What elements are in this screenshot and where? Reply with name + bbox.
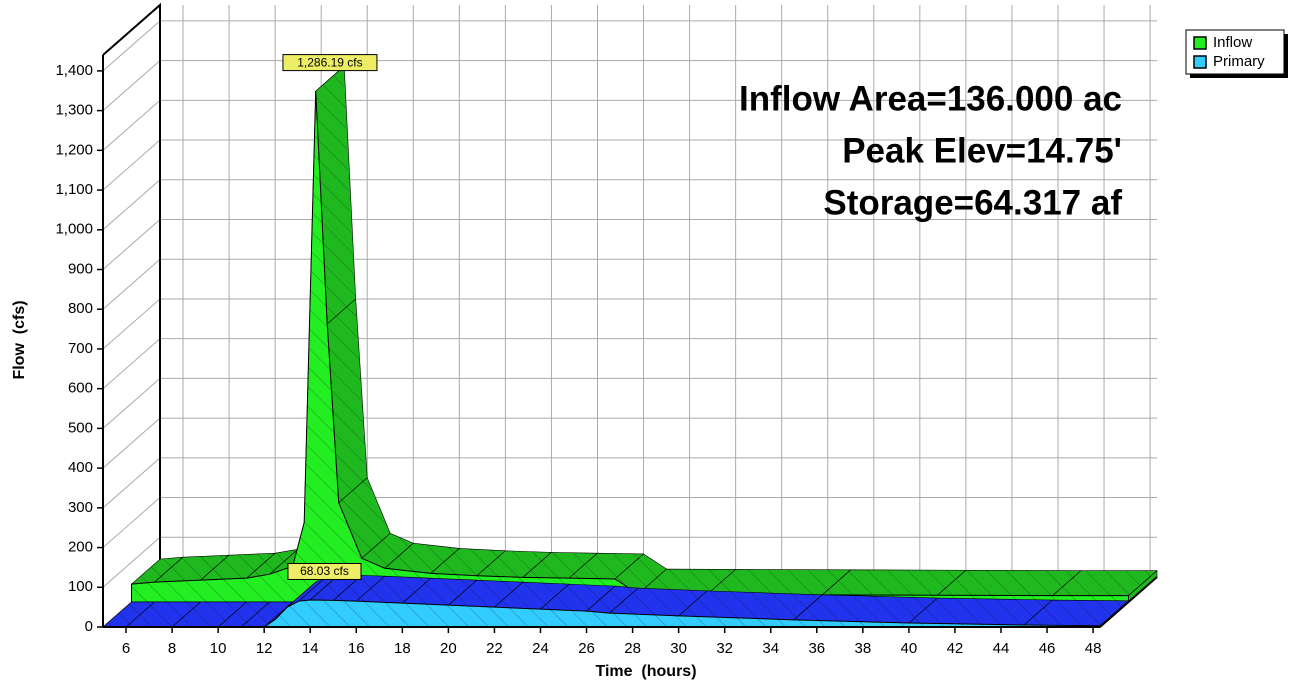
x-tick-label: 26 (578, 640, 595, 657)
x-axis-label: Time (hours) (595, 663, 696, 680)
top-hatch (246, 549, 299, 579)
top-hatch (568, 553, 644, 579)
top-hatch (384, 543, 460, 574)
area-hatch (103, 599, 1100, 627)
y-tick-label: 200 (68, 539, 93, 556)
y-tick-label: 900 (68, 260, 93, 277)
top-hatch (172, 602, 247, 627)
top-hatch (327, 298, 368, 503)
top-hatch (494, 582, 569, 610)
legend-swatch (1193, 36, 1207, 50)
value-label: 1,286.19 cfs (297, 55, 362, 69)
series: 1,286.19 cfs (130, 54, 1158, 603)
legend-label: Inflow (1213, 34, 1252, 51)
top-hatch (476, 550, 552, 578)
top-hatch (154, 555, 230, 583)
value-label-box (287, 562, 362, 580)
top-hatch (402, 578, 477, 606)
top-hatch (609, 588, 708, 616)
y-tick-label: 0 (85, 618, 93, 635)
x-tick-label: 34 (762, 640, 779, 657)
top-hatch (131, 557, 184, 585)
x-tick-label: 46 (1039, 640, 1056, 657)
series-layer: 1,286.19 cfs 68.03 cfs (102, 54, 1158, 628)
top-hatch (448, 580, 523, 608)
legend: Inflow Primary (1185, 29, 1288, 78)
back-wall (160, 5, 1157, 577)
x-tick-label: 32 (716, 640, 733, 657)
top-hatch (103, 602, 155, 627)
top-hatch (298, 574, 339, 602)
axis-layer: 0 100 200 300 400 500 600 700 800 900 1,000 1,100 1,… (55, 55, 1158, 657)
top-hatch (615, 553, 667, 595)
x-tick-label: 30 (670, 640, 687, 657)
top-hatch (310, 574, 362, 601)
info-text: Inflow Area=136.000 ac (739, 79, 1122, 118)
top-hatch (338, 477, 391, 559)
x-tick-label: 12 (256, 640, 273, 657)
top-hatch (126, 602, 201, 627)
y-tick-label: 100 (68, 578, 93, 595)
legend-label: Primary (1213, 53, 1265, 70)
top-hatch (1052, 570, 1157, 596)
legend-swatch (1193, 55, 1207, 69)
y-tick-label: 1,400 (55, 62, 93, 79)
info-text: Storage=64.317 af (823, 183, 1122, 222)
y-tick-label: 1,000 (55, 221, 93, 238)
x-tick-label: 10 (210, 640, 227, 657)
value-label: 68.03 cfs (300, 564, 349, 578)
top-hatch (361, 533, 414, 569)
top-hatch (540, 584, 616, 612)
top-hatch (200, 553, 276, 581)
x-tick-label: 36 (808, 640, 825, 657)
x-tick-label: 42 (947, 640, 964, 657)
top-hatch (638, 569, 736, 595)
x-tick-label: 16 (348, 640, 365, 657)
x-tick-label: 6 (122, 640, 130, 657)
y-tick-label: 400 (68, 459, 93, 476)
x-tick-label: 38 (854, 640, 871, 657)
top-hatch (908, 598, 1053, 626)
x-tick-label: 22 (486, 640, 503, 657)
top-hatch (522, 552, 598, 579)
top-hatch (430, 548, 506, 576)
x-tick-label: 28 (624, 640, 641, 657)
value-label-box (282, 54, 378, 72)
top-hatch (356, 576, 431, 604)
x-axis-side (1099, 576, 1158, 628)
x-tick-label: 8 (168, 640, 176, 657)
top-hatch (218, 602, 270, 627)
y-tick-label: 700 (68, 340, 93, 357)
y-tick-label: 500 (68, 419, 93, 436)
y-tick-label: 800 (68, 300, 93, 317)
top-hatch (586, 586, 639, 614)
y-tick-label: 300 (68, 499, 93, 516)
info-text: Peak Elev=14.75' (842, 131, 1122, 170)
top-hatch (333, 575, 385, 602)
y-tick-label: 1,100 (55, 181, 93, 198)
x-tick-label: 44 (993, 640, 1010, 657)
top-hatch (241, 602, 293, 627)
y-axis-label: Flow (cfs) (11, 300, 28, 379)
top-hatch (287, 576, 328, 608)
top-hatch (315, 66, 356, 324)
x-tick-label: 48 (1085, 640, 1102, 657)
x-tick-label: 24 (532, 640, 549, 657)
x-tick-label: 18 (394, 640, 411, 657)
area (131, 91, 1129, 603)
y-tick-label: 1,300 (55, 102, 93, 119)
x-tick-label: 20 (440, 640, 457, 657)
y-tick-label: 1,200 (55, 141, 93, 158)
top-hatch (707, 569, 851, 595)
x-tick-label: 40 (901, 640, 918, 657)
x-tick-label: 14 (302, 640, 319, 657)
top-hatch (793, 594, 938, 624)
top-hatch (1024, 600, 1129, 626)
top-hatch (678, 590, 823, 620)
y-tick-label: 600 (68, 380, 93, 397)
top-hatch (937, 570, 1082, 596)
top-hatch (822, 569, 966, 596)
